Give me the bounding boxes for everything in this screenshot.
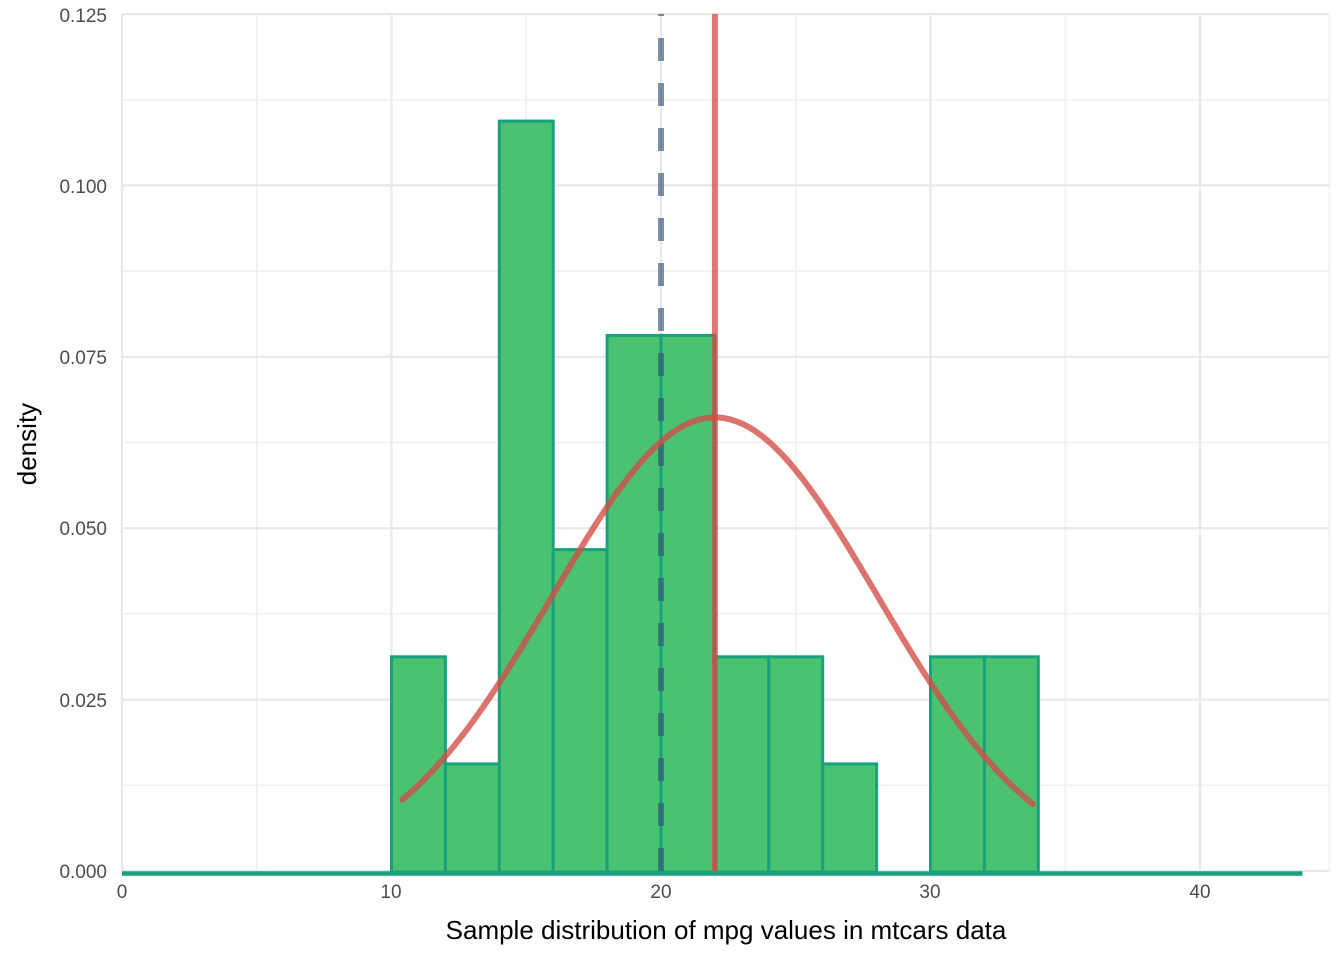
x-tick-label: 40 <box>1189 882 1211 903</box>
histogram-bar <box>713 655 771 874</box>
y-tick-label: 0.100 <box>59 177 107 198</box>
histogram-bar <box>497 119 555 874</box>
x-axis-title: Sample distribution of mpg values in mtc… <box>445 915 1007 945</box>
x-tick-label: 20 <box>650 882 672 903</box>
y-tick-label: 0.050 <box>59 519 107 540</box>
y-tick-label: 0.075 <box>59 348 107 369</box>
histogram-bar <box>605 333 663 874</box>
y-tick-label: 0.025 <box>59 691 107 712</box>
x-tick-label: 0 <box>116 882 128 903</box>
y-tick-label: 0.000 <box>59 862 107 883</box>
y-tick-label: 0.125 <box>59 6 107 27</box>
grid-minor <box>122 14 1331 871</box>
histogram-bar <box>767 655 825 874</box>
histogram-bar <box>821 762 879 874</box>
histogram-bar <box>929 655 986 874</box>
density-curve <box>399 414 1036 808</box>
x-tick-label: 10 <box>380 882 402 903</box>
grid-major <box>120 12 1330 873</box>
histogram-bar <box>443 762 501 874</box>
x-tick-label: 30 <box>919 882 941 903</box>
histogram-bar <box>551 548 609 874</box>
y-axis-title: density <box>12 402 42 486</box>
